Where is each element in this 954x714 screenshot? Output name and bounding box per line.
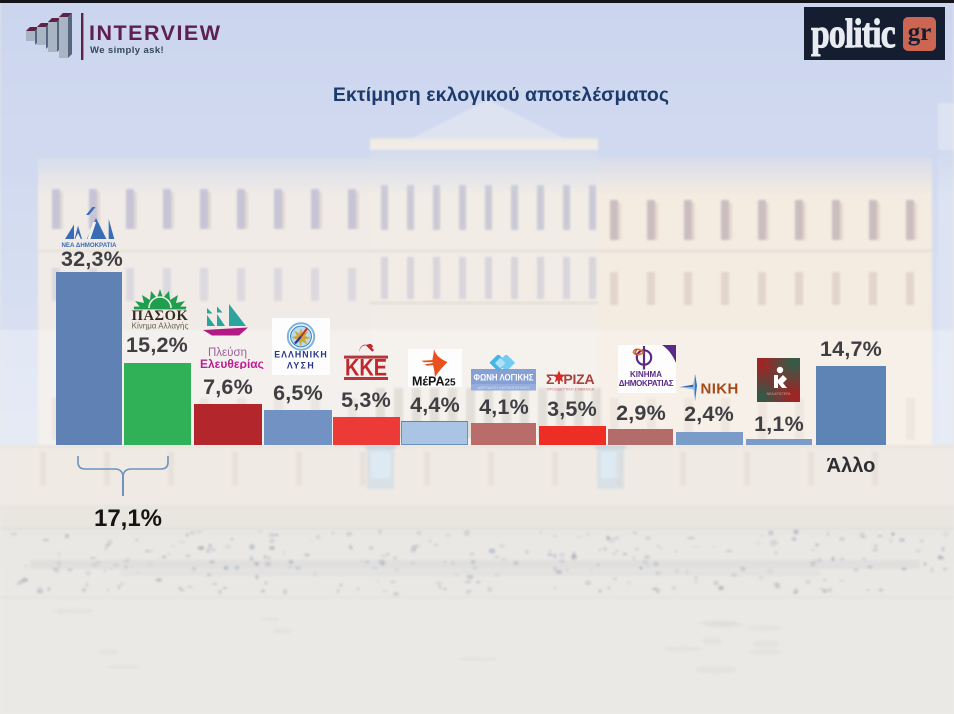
svg-text:INTERVIEW: INTERVIEW xyxy=(89,21,222,45)
svg-text:ΝΙΚΗ: ΝΙΚΗ xyxy=(701,381,739,398)
svg-text:ΕΛΛΗΝΙΚΗ: ΕΛΛΗΝΙΚΗ xyxy=(274,350,327,360)
svg-text:We simply ask!: We simply ask! xyxy=(90,45,164,56)
svg-text:ΝΕΑ ΔΗΜΟΚΡΑΤΙΑ: ΝΕΑ ΔΗΜΟΚΡΑΤΙΑ xyxy=(62,242,117,247)
svg-text:Πλεύση: Πλεύση xyxy=(208,347,247,359)
svg-text:ΚΚΕ: ΚΚΕ xyxy=(345,355,387,382)
svg-text:ΝΕΑ ΑΡΙΣΤΕΡΑ: ΝΕΑ ΑΡΙΣΤΕΡΑ xyxy=(767,392,791,396)
svg-text:ΠΡΟΟΔΕΥΤΙΚΗ ΣΥΜΜΑΧΙΑ: ΠΡΟΟΔΕΥΤΙΚΗ ΣΥΜΜΑΧΙΑ xyxy=(547,388,595,392)
svg-text:ΚΙΝΗΜΑ: ΚΙΝΗΜΑ xyxy=(630,370,662,379)
svg-text:ΣΥΡΙΖΑ: ΣΥΡΙΖΑ xyxy=(546,371,595,387)
svg-text:Ελευθερίας: Ελευθερίας xyxy=(200,357,264,369)
svg-text:ΦΩΝΗ ΛΟΓΙΚΗΣ: ΦΩΝΗ ΛΟΓΙΚΗΣ xyxy=(474,373,534,383)
svg-text:ΔΗΜΟΚΡΑΤΙΑΣ: ΔΗΜΟΚΡΑΤΙΑΣ xyxy=(619,379,674,388)
svg-text:ΠΑΣΟΚ: ΠΑΣΟΚ xyxy=(132,308,189,324)
svg-text:ΛΥΣΗ: ΛΥΣΗ xyxy=(287,361,315,371)
svg-text:ΜέΡΑ25: ΜέΡΑ25 xyxy=(412,375,456,388)
svg-text:ΑΦΡΟΔΙΤΗ ΛΑΤΙΝΟΠΟΥΛΟΥ: ΑΦΡΟΔΙΤΗ ΛΑΤΙΝΟΠΟΥΛΟΥ xyxy=(478,385,530,390)
svg-text:Κίνημα Αλλαγής: Κίνημα Αλλαγής xyxy=(132,322,189,331)
